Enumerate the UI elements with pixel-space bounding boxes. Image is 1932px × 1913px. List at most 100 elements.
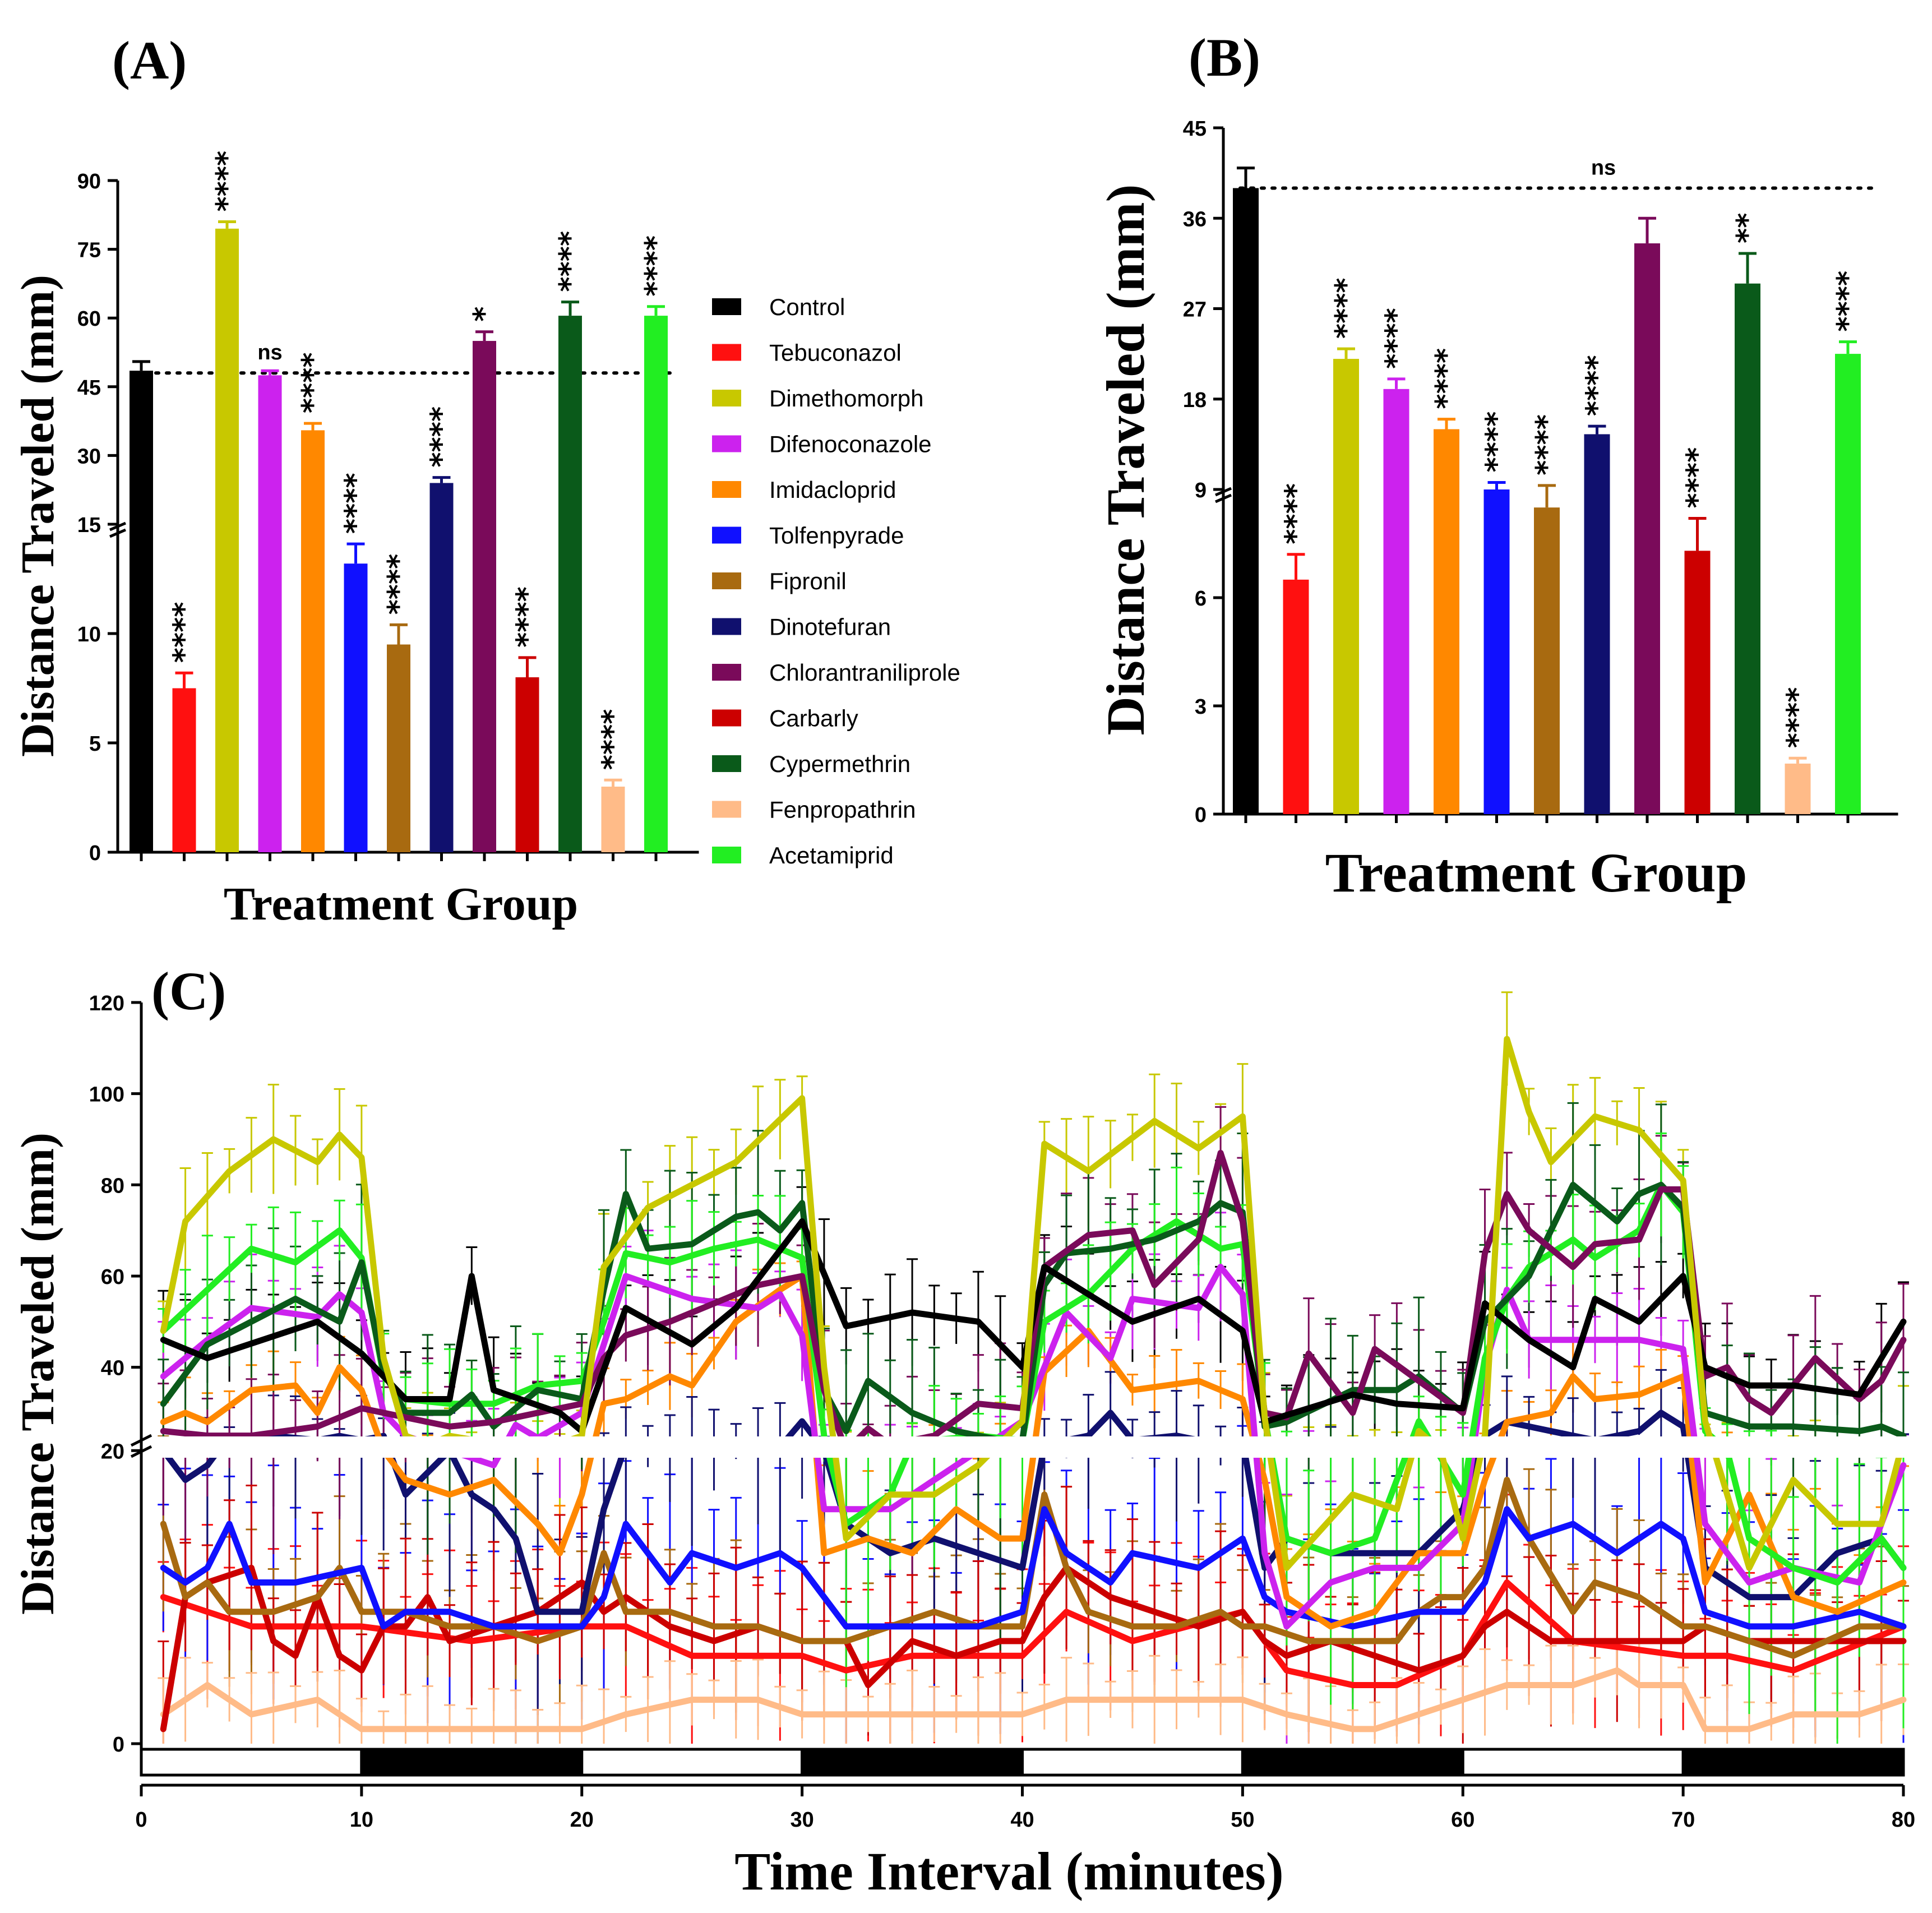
series-line-fenpropathrin bbox=[160, 1667, 1907, 1732]
legend-label-imidacloprid: Imidacloprid bbox=[769, 477, 896, 503]
y-tick-label: 60 bbox=[101, 1265, 124, 1289]
legend-label-control: Control bbox=[769, 294, 845, 320]
legend-swatch-difenoconazole bbox=[712, 435, 741, 452]
y-tick-label: 0 bbox=[113, 1733, 124, 1757]
bar-fenpropathrin bbox=[1785, 763, 1811, 814]
series-line-chlorantraniliprole bbox=[160, 1149, 1907, 1454]
legend-label-difenoconazole: Difenoconazole bbox=[769, 431, 932, 458]
panel-label-a: (A) bbox=[112, 30, 187, 90]
significance-label: **** bbox=[339, 473, 373, 534]
bar-tolfenpyrade bbox=[1483, 489, 1510, 814]
bar-dinotefuran bbox=[429, 483, 454, 852]
bar-tolfenpyrade bbox=[344, 563, 368, 852]
axis-break-mark bbox=[109, 528, 126, 538]
chart-panel-a: Distance Traveled (mm) Treatment Group 0… bbox=[12, 151, 699, 930]
bar-fenpropathrin bbox=[601, 787, 625, 852]
light-dark-segment-dark bbox=[801, 1748, 1024, 1777]
y-tick-label: 75 bbox=[77, 239, 101, 262]
x-tick-label: 10 bbox=[350, 1808, 373, 1832]
panel-c-xlabel: Time Interval (minutes) bbox=[734, 1841, 1283, 1901]
y-tick-label: 36 bbox=[1183, 207, 1207, 231]
significance-label: **** bbox=[296, 352, 330, 413]
chart-panel-b: Distance Traveled (mm) Treatment Group 0… bbox=[1096, 117, 1898, 904]
significance-label: **** bbox=[1831, 271, 1865, 332]
light-dark-segment-dark bbox=[360, 1748, 584, 1777]
bar-control bbox=[130, 371, 153, 852]
significance-label: * bbox=[468, 307, 501, 322]
y-tick-label: 20 bbox=[101, 1440, 124, 1463]
panel-a-ylabel: Distance Traveled (mm) bbox=[12, 275, 64, 757]
y-tick-label: 18 bbox=[1183, 389, 1207, 412]
legend-swatch-fipronil bbox=[712, 572, 741, 589]
bar-dimethomorph bbox=[215, 228, 239, 852]
bar-cypermethrin bbox=[558, 316, 582, 852]
significance-label: **** bbox=[1530, 414, 1564, 475]
y-tick-label: 100 bbox=[89, 1083, 124, 1107]
legend-swatch-chlorantraniliprole bbox=[712, 664, 741, 681]
panel-label-b: (B) bbox=[1189, 27, 1260, 87]
series-line-carbarly bbox=[160, 1564, 1907, 1732]
legend-label-fipronil: Fipronil bbox=[769, 568, 847, 594]
x-tick-label: 0 bbox=[135, 1808, 147, 1832]
bar-chlorantraniliprole bbox=[473, 341, 496, 852]
significance-label: **** bbox=[210, 151, 244, 212]
x-tick-label: 20 bbox=[570, 1808, 594, 1832]
y-tick-label: 10 bbox=[77, 623, 101, 646]
legend-swatch-acetamiprid bbox=[712, 847, 741, 863]
y-tick-label: 90 bbox=[77, 170, 101, 193]
bar-carbarly bbox=[515, 677, 539, 852]
significance-label: **** bbox=[425, 406, 459, 468]
legend-label-acetamiprid: Acetamiprid bbox=[769, 842, 894, 868]
light-dark-segment-light bbox=[580, 1748, 804, 1777]
significance-label: ns bbox=[257, 341, 282, 364]
panel-label-c: (C) bbox=[151, 961, 226, 1021]
bar-fipronil bbox=[1534, 507, 1560, 814]
significance-label: **** bbox=[1580, 355, 1614, 416]
bar-difenoconazole bbox=[1383, 389, 1409, 814]
x-tick-label: 40 bbox=[1010, 1808, 1034, 1832]
bar-imidacloprid bbox=[301, 430, 325, 852]
y-tick-label: 120 bbox=[89, 992, 124, 1015]
panel-b-ylabel: Distance Traveled (mm) bbox=[1096, 184, 1155, 736]
legend-swatch-imidacloprid bbox=[712, 481, 741, 498]
legend-label-cypermethrin: Cypermethrin bbox=[769, 751, 910, 777]
light-dark-segment-dark bbox=[1241, 1748, 1464, 1777]
y-tick-label: 45 bbox=[77, 376, 101, 400]
significance-label: **** bbox=[1329, 278, 1363, 339]
significance-label: **** bbox=[1430, 348, 1463, 409]
bar-tebuconazol bbox=[172, 688, 196, 852]
axis-break-mark bbox=[109, 521, 126, 532]
significance-label: ** bbox=[1731, 213, 1764, 243]
significance-label: **** bbox=[511, 586, 544, 648]
bar-dimethomorph bbox=[1333, 359, 1359, 814]
legend-label-dimethomorph: Dimethomorph bbox=[769, 385, 923, 412]
series-line-dinotefuran bbox=[160, 1410, 1907, 1615]
y-tick-label: 40 bbox=[101, 1357, 124, 1380]
significance-label: **** bbox=[1279, 483, 1313, 544]
bar-cypermethrin bbox=[1735, 283, 1760, 814]
axis-break-mark bbox=[1215, 487, 1232, 497]
x-tick-label: 80 bbox=[1892, 1808, 1915, 1832]
legend-swatch-tebuconazol bbox=[712, 344, 741, 361]
y-tick-label: 45 bbox=[1183, 117, 1207, 141]
light-dark-segment-light bbox=[140, 1748, 363, 1777]
x-tick-label: 30 bbox=[790, 1808, 814, 1832]
significance-label: **** bbox=[1380, 308, 1413, 369]
y-tick-label: 6 bbox=[1195, 587, 1207, 611]
y-tick-label: 0 bbox=[1195, 803, 1207, 827]
y-tick-label: 27 bbox=[1183, 298, 1207, 322]
series-line-tolfenpyrade bbox=[160, 1506, 1907, 1630]
reference-label: ns bbox=[1591, 156, 1616, 180]
x-tick-label: 70 bbox=[1671, 1808, 1695, 1832]
chart-panel-c: Distance Traveled (mm) Time Interval (mi… bbox=[12, 991, 1915, 1901]
y-tick-label: 15 bbox=[77, 514, 101, 537]
bar-acetamiprid bbox=[644, 316, 668, 852]
legend-label-tebuconazol: Tebuconazol bbox=[769, 340, 902, 366]
legend-swatch-fenpropathrin bbox=[712, 801, 741, 818]
light-dark-segment-light bbox=[1021, 1748, 1244, 1777]
panel-c-ylabel: Distance Traveled (mm) bbox=[12, 1133, 64, 1615]
plot-area bbox=[158, 991, 1909, 1744]
y-tick-label: 80 bbox=[101, 1174, 124, 1198]
